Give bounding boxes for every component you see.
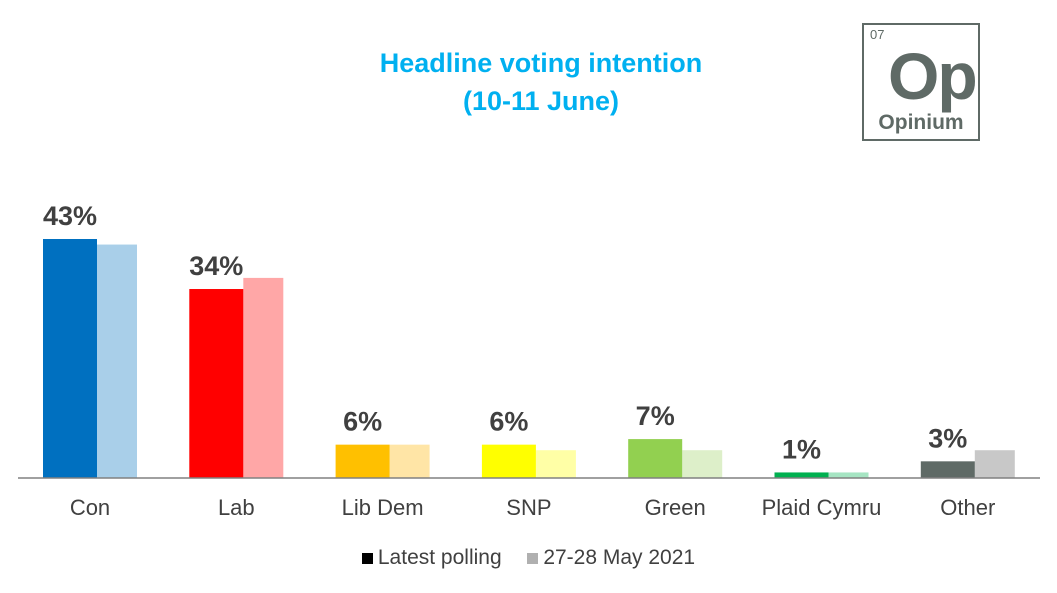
bar-latest-5: [774, 472, 829, 478]
bar-previous-2: [389, 444, 430, 478]
bar-previous-1: [243, 277, 284, 478]
legend-swatch-previous: [527, 552, 539, 564]
data-label-3: 6%: [489, 407, 528, 437]
x-tick-label-2: Lib Dem: [342, 495, 424, 520]
legend: Latest polling 27-28 May 2021: [0, 545, 1057, 571]
bar-latest-4: [628, 439, 683, 478]
data-label-6: 3%: [928, 423, 967, 453]
bar-latest-3: [481, 444, 536, 478]
bar-previous-0: [97, 244, 137, 478]
data-label-0: 43%: [43, 201, 97, 231]
x-tick-label-5: Plaid Cymru: [762, 495, 882, 520]
bar-previous-3: [535, 450, 576, 478]
x-tick-label-6: Other: [940, 495, 995, 520]
logo-number: 07: [870, 27, 885, 42]
logo-symbol: Op: [888, 39, 978, 113]
chart-subtitle: (10-11 June): [462, 86, 620, 116]
data-label-2: 6%: [343, 407, 382, 437]
x-tick-label-1: Lab: [218, 495, 255, 520]
legend-label-latest: Latest polling: [377, 546, 502, 570]
x-tick-label-4: Green: [645, 495, 706, 520]
bar-latest-6: [920, 461, 975, 478]
bar-latest-0: [43, 239, 97, 478]
x-tick-label-0: Con: [70, 495, 110, 520]
data-label-5: 1%: [782, 434, 821, 464]
bar-previous-6: [974, 450, 1015, 478]
x-tick-label-3: SNP: [506, 495, 551, 520]
chart-title: Headline voting intention: [379, 48, 703, 78]
data-label-4: 7%: [636, 401, 675, 431]
bar-latest-2: [335, 444, 390, 478]
legend-label-previous: 27-28 May 2021: [543, 546, 696, 570]
bar-previous-4: [682, 450, 723, 478]
opinium-logo: 07 Op Opinium: [862, 23, 980, 141]
legend-swatch-latest: [361, 552, 373, 564]
bar-latest-1: [189, 289, 244, 478]
data-label-1: 34%: [189, 251, 243, 281]
bar-previous-5: [828, 472, 869, 478]
logo-name: Opinium: [878, 111, 964, 134]
